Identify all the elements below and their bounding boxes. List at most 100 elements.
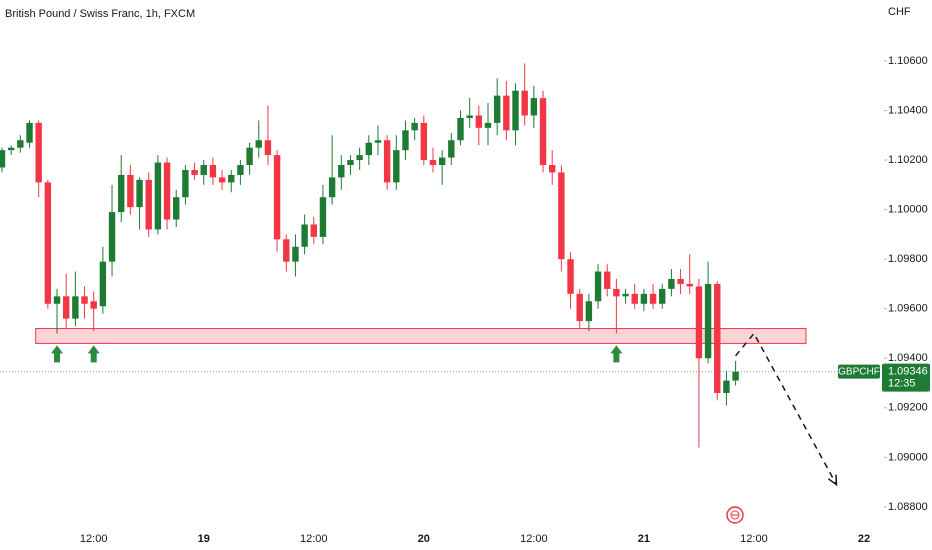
candle-body [237, 165, 244, 175]
candle-body [512, 90, 519, 131]
candle-body [209, 165, 217, 178]
y-tick-label: 1.09800 [888, 253, 928, 265]
candle-body [200, 165, 207, 175]
candle-body [677, 278, 684, 284]
candle-body [558, 172, 565, 260]
candle-body [723, 380, 730, 393]
candle-body [292, 246, 299, 262]
y-tick-label: 1.09000 [888, 451, 928, 463]
candle-body [246, 147, 253, 166]
y-tick-label: 1.09600 [888, 303, 928, 315]
chart-title: British Pound / Swiss Franc, 1h, FXCM [5, 8, 195, 20]
signal-arrow [87, 345, 100, 363]
candle-body [704, 283, 712, 359]
candle-body [301, 224, 308, 247]
candle-body [118, 174, 125, 213]
projection-arrowhead [827, 474, 838, 487]
candle-body [466, 115, 473, 118]
alert-icon [726, 506, 744, 524]
candle-body [622, 293, 629, 297]
candle-body [585, 301, 593, 322]
candle-body [191, 169, 198, 175]
projection-line [735, 332, 838, 485]
price-tag [882, 363, 930, 392]
candle-body [695, 286, 703, 359]
x-tick-label: 12:00 [520, 533, 548, 545]
candle-body [145, 179, 152, 230]
candle-body [283, 239, 290, 262]
candle-body [108, 212, 116, 262]
candle-body [44, 182, 52, 304]
candle-body [163, 162, 171, 220]
candle-body [273, 155, 281, 240]
candle-body [154, 162, 162, 230]
candle-body [668, 278, 675, 289]
candle-body [7, 147, 15, 151]
symbol-tag [838, 364, 880, 379]
candle-body [173, 197, 180, 220]
candle-body [218, 177, 226, 183]
x-tick-label: 22 [858, 533, 870, 545]
candles [0, 63, 739, 448]
candle-body [402, 130, 409, 151]
candle-body [604, 271, 611, 289]
candle-body [594, 271, 602, 302]
candle-body [328, 177, 336, 198]
candle-body [649, 293, 657, 304]
candle-body [549, 165, 556, 173]
candle-body [338, 165, 345, 178]
support-zone [35, 328, 807, 344]
candle-body [631, 293, 638, 304]
signal-arrow [51, 345, 64, 363]
candle-body [347, 160, 354, 166]
candle-body [539, 98, 547, 166]
candle-body [356, 155, 363, 161]
candle-body [493, 95, 501, 123]
candle-body [714, 283, 721, 393]
candle-body [484, 122, 492, 128]
candle-body [374, 140, 382, 143]
candle-body [310, 224, 317, 237]
candle-body [228, 174, 235, 183]
y-unit: CHF [888, 6, 911, 18]
y-tick-label: 1.09200 [888, 402, 928, 414]
x-tick-label: 21 [638, 533, 650, 545]
candle-body [81, 296, 88, 304]
y-tick-label: 1.08800 [888, 501, 928, 513]
candle-body [503, 95, 510, 131]
candle-body [411, 122, 418, 131]
candle-body [429, 160, 437, 166]
y-tick-label: 1.09400 [888, 352, 928, 364]
x-tick-label: 19 [198, 533, 210, 545]
candle-body [182, 169, 189, 198]
candle-body [383, 140, 391, 183]
y-tick-label: 1.10600 [888, 55, 928, 67]
x-tick-label: 12:00 [740, 533, 768, 545]
candle-body [686, 283, 693, 287]
candle-body [567, 259, 574, 294]
candle-body [127, 174, 134, 208]
candle-body [0, 150, 6, 168]
x-tick-label: 20 [418, 533, 430, 545]
y-tick-label: 1.10000 [888, 204, 928, 216]
candle-body [420, 122, 428, 161]
candle-body [640, 293, 648, 304]
y-tick-label: 1.10400 [888, 104, 928, 116]
candle-body [72, 296, 79, 319]
candle-body [475, 115, 483, 128]
candle-body [521, 90, 528, 116]
candle-body [99, 261, 107, 307]
symbol-label: GBPCHF [838, 366, 880, 377]
candle-body [365, 142, 372, 156]
candle-body [35, 122, 42, 183]
candle-body [448, 140, 455, 158]
candle-body [319, 197, 327, 237]
candle-body [659, 288, 666, 304]
candle-body [576, 293, 583, 322]
candle-body [255, 140, 262, 148]
candle-body [613, 288, 620, 297]
countdown-label: 12:35 [888, 378, 916, 390]
last-price-label: 1.09346 [888, 366, 928, 378]
